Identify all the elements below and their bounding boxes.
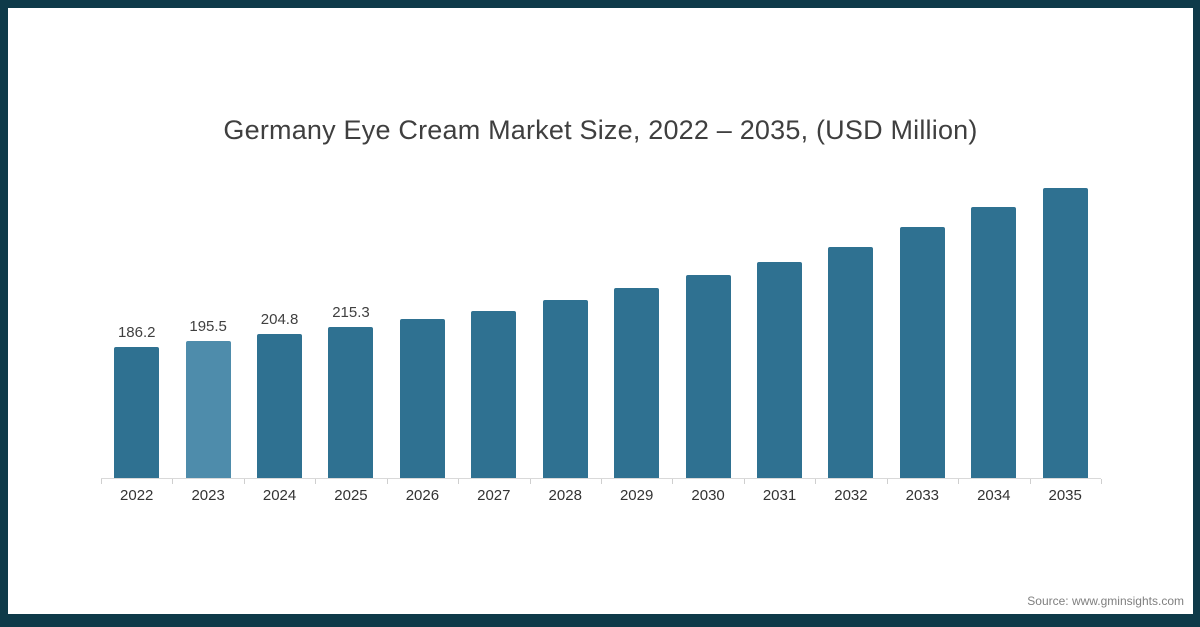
bar-2030 xyxy=(685,274,731,478)
bar-slot-2029 xyxy=(601,8,672,478)
bars-container: 186.2 195.5 204.8 215.3 xyxy=(101,8,1101,478)
x-axis-label-2027: 2027 xyxy=(477,487,511,504)
bar-2034 xyxy=(971,206,1017,478)
x-axis-label-2031: 2031 xyxy=(762,487,797,504)
x-axis-tick xyxy=(886,479,888,484)
x-axis-tick xyxy=(815,479,817,484)
x-axis-label-2024: 2024 xyxy=(262,487,297,504)
bar-slot-2035 xyxy=(1029,8,1100,478)
bar-value-label-2022: 186.2 xyxy=(117,324,156,342)
x-axis-tick xyxy=(1101,479,1102,484)
x-axis-labels: 2022 2023 2024 2025 2026 2027 2028 2029 2030 2031… xyxy=(101,487,1101,504)
x-axis-label-2030: 2030 xyxy=(691,487,725,504)
bar-slot-2033 xyxy=(887,8,958,478)
bar-2026 xyxy=(399,319,445,478)
x-axis-tick xyxy=(458,479,460,484)
bar-slot-2026 xyxy=(387,8,458,478)
bar-slot-2023: 195.5 xyxy=(172,8,243,478)
x-axis-tick xyxy=(172,479,174,484)
x-axis-label-2034: 2034 xyxy=(977,487,1011,504)
bar-2031 xyxy=(757,261,802,478)
bar-2028 xyxy=(542,300,588,478)
bar-value-label-2023: 195.5 xyxy=(189,317,227,335)
x-axis-tick xyxy=(1029,479,1031,484)
x-axis-label-2032: 2032 xyxy=(834,487,868,504)
x-axis-tick xyxy=(743,479,745,484)
x-axis-tick xyxy=(315,479,317,484)
bar-slot-2031 xyxy=(744,8,815,478)
bar-2035 xyxy=(1042,187,1088,478)
bar-value-label-2025: 215.3 xyxy=(332,303,370,321)
x-axis-label-2022: 2022 xyxy=(120,487,154,504)
bar-slot-2025: 215.3 xyxy=(315,8,386,478)
bar-value-label-2024: 204.8 xyxy=(260,311,299,328)
bar-slot-2024: 204.8 xyxy=(244,8,315,478)
bar-2023 xyxy=(185,340,231,478)
bar-2029 xyxy=(614,287,660,478)
x-axis-label-2029: 2029 xyxy=(619,487,654,504)
bar-2032 xyxy=(828,246,874,478)
x-axis-tick xyxy=(101,479,102,484)
x-axis-tick xyxy=(958,479,960,484)
x-axis-label-2026: 2026 xyxy=(405,487,440,504)
bar-slot-2032 xyxy=(815,8,886,478)
bar-2033 xyxy=(899,227,945,478)
x-axis-tick xyxy=(243,479,245,484)
x-axis-tick xyxy=(386,479,388,484)
bar-2022 xyxy=(114,347,160,478)
x-axis-label-2025: 2025 xyxy=(334,487,368,504)
bar-slot-2028 xyxy=(530,8,601,478)
bar-2025 xyxy=(328,326,374,478)
x-axis-tick xyxy=(672,479,674,484)
x-axis-label-2033: 2033 xyxy=(905,487,940,504)
bar-slot-2022: 186.2 xyxy=(101,8,172,478)
bar-2024 xyxy=(257,334,303,478)
chart-title: Germany Eye Cream Market Size, 2022 – 20… xyxy=(223,115,978,145)
x-axis-tick xyxy=(601,479,602,484)
source-text: Source: www.gminsights.com xyxy=(1027,594,1184,608)
x-axis-ticks xyxy=(101,479,1102,485)
x-axis-line xyxy=(101,478,1101,479)
x-axis-tick xyxy=(529,479,531,484)
bar-slot-2034 xyxy=(958,8,1029,478)
bar-slot-2027 xyxy=(458,8,529,478)
bar-2027 xyxy=(471,310,517,478)
x-axis-label-2028: 2028 xyxy=(548,487,582,504)
chart-canvas: Germany Eye Cream Market Size, 2022 – 20… xyxy=(8,8,1193,614)
x-axis-label-2023: 2023 xyxy=(191,487,225,504)
bar-slot-2030 xyxy=(672,8,743,478)
x-axis-label-2035: 2035 xyxy=(1048,487,1082,504)
